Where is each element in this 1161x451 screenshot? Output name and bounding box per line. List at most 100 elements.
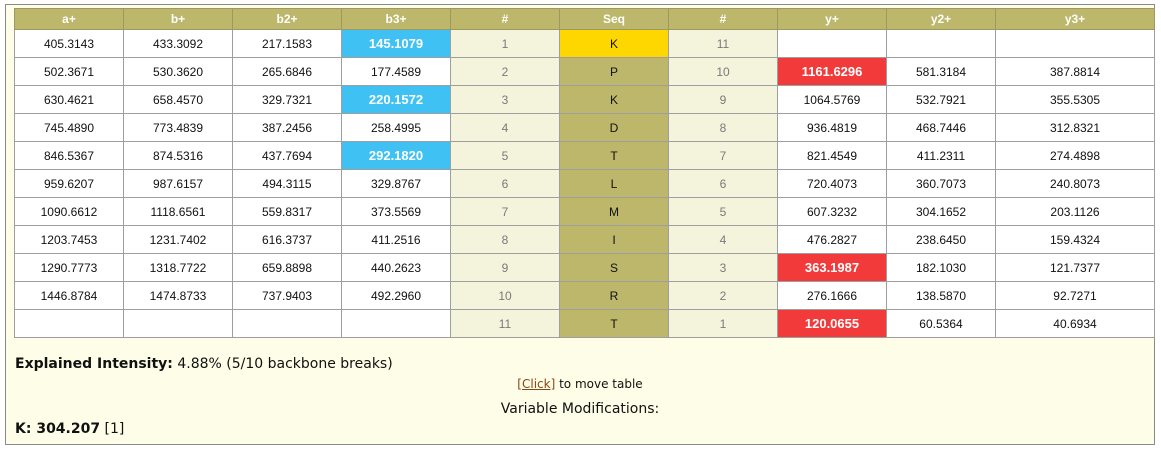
table-row: 1203.7453 1231.7402 616.3737 411.2516 8 … [14, 225, 1155, 254]
a-ion-cell: 502.3671 [14, 57, 124, 86]
residue-cell: L [559, 169, 669, 198]
residue-cell: M [559, 197, 669, 226]
b2-ion-cell: 437.7694 [232, 141, 342, 170]
b2-ion-cell: 387.2456 [232, 113, 342, 142]
b-ion-cell: 433.3092 [123, 29, 233, 58]
y3-ion-cell: 121.7377 [995, 253, 1155, 282]
y3-ion-cell: 92.7271 [995, 281, 1155, 310]
header-a-ion: a+ [14, 8, 124, 30]
b3-ion-cell-matched: 292.1820 [341, 141, 451, 170]
residue-cell: S [559, 253, 669, 282]
fragment-ion-table: a+ b+ b2+ b3+ # Seq # y+ y2+ y3+ 405.314… [14, 8, 1155, 338]
y2-ion-cell: 60.5364 [886, 309, 996, 338]
y2-ion-cell: 304.1652 [886, 197, 996, 226]
y2-ion-cell: 411.2311 [886, 141, 996, 170]
n-index-cell: 6 [450, 169, 560, 198]
b2-ion-cell: 217.1583 [232, 29, 342, 58]
y-ion-cell-matched: 363.1987 [777, 253, 887, 282]
y3-ion-cell: 355.5305 [995, 85, 1155, 114]
residue-cell: R [559, 281, 669, 310]
b2-ion-cell: 329.7321 [232, 85, 342, 114]
b3-ion-cell-matched: 220.1572 [341, 85, 451, 114]
b-ion-cell: 987.6157 [123, 169, 233, 198]
residue-cell-highlighted: K [559, 29, 669, 58]
header-y-ion: y+ [777, 8, 887, 30]
c-index-cell: 8 [668, 113, 778, 142]
table-row: 1290.7773 1318.7722 659.8898 440.2623 9 … [14, 253, 1155, 282]
a-ion-cell: 745.4890 [14, 113, 124, 142]
y2-ion-cell: 182.1030 [886, 253, 996, 282]
residue-cell: T [559, 309, 669, 338]
b3-ion-cell: 440.2623 [341, 253, 451, 282]
y3-ion-cell: 240.8073 [995, 169, 1155, 198]
table-row: 630.4621 658.4570 329.7321 220.1572 3 K … [14, 85, 1155, 114]
b-ion-cell: 1318.7722 [123, 253, 233, 282]
header-y2-ion: y2+ [886, 8, 996, 30]
c-index-cell: 2 [668, 281, 778, 310]
y-ion-cell: 1064.5769 [777, 85, 887, 114]
y-ion-cell: 276.1666 [777, 281, 887, 310]
y2-ion-cell [886, 29, 996, 58]
n-index-cell: 4 [450, 113, 560, 142]
n-index-cell: 1 [450, 29, 560, 58]
variable-modifications-title: Variable Modifications: [500, 401, 660, 417]
table-row: 11 T 1 120.0655 60.5364 40.6934 [14, 309, 1155, 338]
c-index-cell: 10 [668, 57, 778, 86]
a-ion-cell: 405.3143 [14, 29, 124, 58]
move-table-text: to move table [559, 377, 643, 391]
n-index-cell: 2 [450, 57, 560, 86]
b3-ion-cell: 258.4995 [341, 113, 451, 142]
table-row: 1090.6612 1118.6561 559.8317 373.5569 7 … [14, 197, 1155, 226]
n-index-cell: 3 [450, 85, 560, 114]
b-ion-cell: 1231.7402 [123, 225, 233, 254]
table-row: 745.4890 773.4839 387.2456 258.4995 4 D … [14, 113, 1155, 142]
y-ion-cell: 607.3232 [777, 197, 887, 226]
b-ion-cell: 874.5316 [123, 141, 233, 170]
b3-ion-cell-matched: 145.1079 [341, 29, 451, 58]
b2-ion-cell: 616.3737 [232, 225, 342, 254]
b-ion-cell: 530.3620 [123, 57, 233, 86]
b-ion-cell: 1474.8733 [123, 281, 233, 310]
b2-ion-cell [232, 309, 342, 338]
b2-ion-cell: 265.6846 [232, 57, 342, 86]
y-ion-cell-matched: 120.0655 [777, 309, 887, 338]
b2-ion-cell: 737.9403 [232, 281, 342, 310]
header-b3-ion: b3+ [341, 8, 451, 30]
c-index-cell: 11 [668, 29, 778, 58]
c-index-cell: 9 [668, 85, 778, 114]
modification-count: [1] [104, 421, 125, 437]
a-ion-cell: 630.4621 [14, 85, 124, 114]
c-index-cell: 1 [668, 309, 778, 338]
n-index-cell: 8 [450, 225, 560, 254]
c-index-cell: 5 [668, 197, 778, 226]
y-ion-cell: 720.4073 [777, 169, 887, 198]
header-n-index: # [450, 8, 560, 30]
a-ion-cell: 1446.8784 [14, 281, 124, 310]
b3-ion-cell: 373.5569 [341, 197, 451, 226]
n-index-cell: 5 [450, 141, 560, 170]
table-row: 502.3671 530.3620 265.6846 177.4589 2 P … [14, 57, 1155, 86]
move-table-link[interactable]: [Click] [517, 377, 556, 391]
b-ion-cell: 773.4839 [123, 113, 233, 142]
explained-intensity-label: Explained Intensity: [15, 356, 173, 372]
explained-intensity-value: 4.88% (5/10 backbone breaks) [177, 356, 393, 372]
y-ion-cell: 476.2827 [777, 225, 887, 254]
header-b-ion: b+ [123, 8, 233, 30]
b3-ion-cell: 492.2960 [341, 281, 451, 310]
table-row: 1446.8784 1474.8733 737.9403 492.2960 10… [14, 281, 1155, 310]
residue-cell: T [559, 141, 669, 170]
c-index-cell: 4 [668, 225, 778, 254]
a-ion-cell: 1290.7773 [14, 253, 124, 282]
c-index-cell: 3 [668, 253, 778, 282]
explained-intensity: Explained Intensity: 4.88% (5/10 backbon… [15, 356, 393, 372]
residue-cell: I [559, 225, 669, 254]
residue-cell: D [559, 113, 669, 142]
b-ion-cell [123, 309, 233, 338]
a-ion-cell: 1203.7453 [14, 225, 124, 254]
y3-ion-cell: 312.8321 [995, 113, 1155, 142]
header-b2-ion: b2+ [232, 8, 342, 30]
y3-ion-cell: 40.6934 [995, 309, 1155, 338]
table-row: 846.5367 874.5316 437.7694 292.1820 5 T … [14, 141, 1155, 170]
c-index-cell: 7 [668, 141, 778, 170]
b2-ion-cell: 494.3115 [232, 169, 342, 198]
